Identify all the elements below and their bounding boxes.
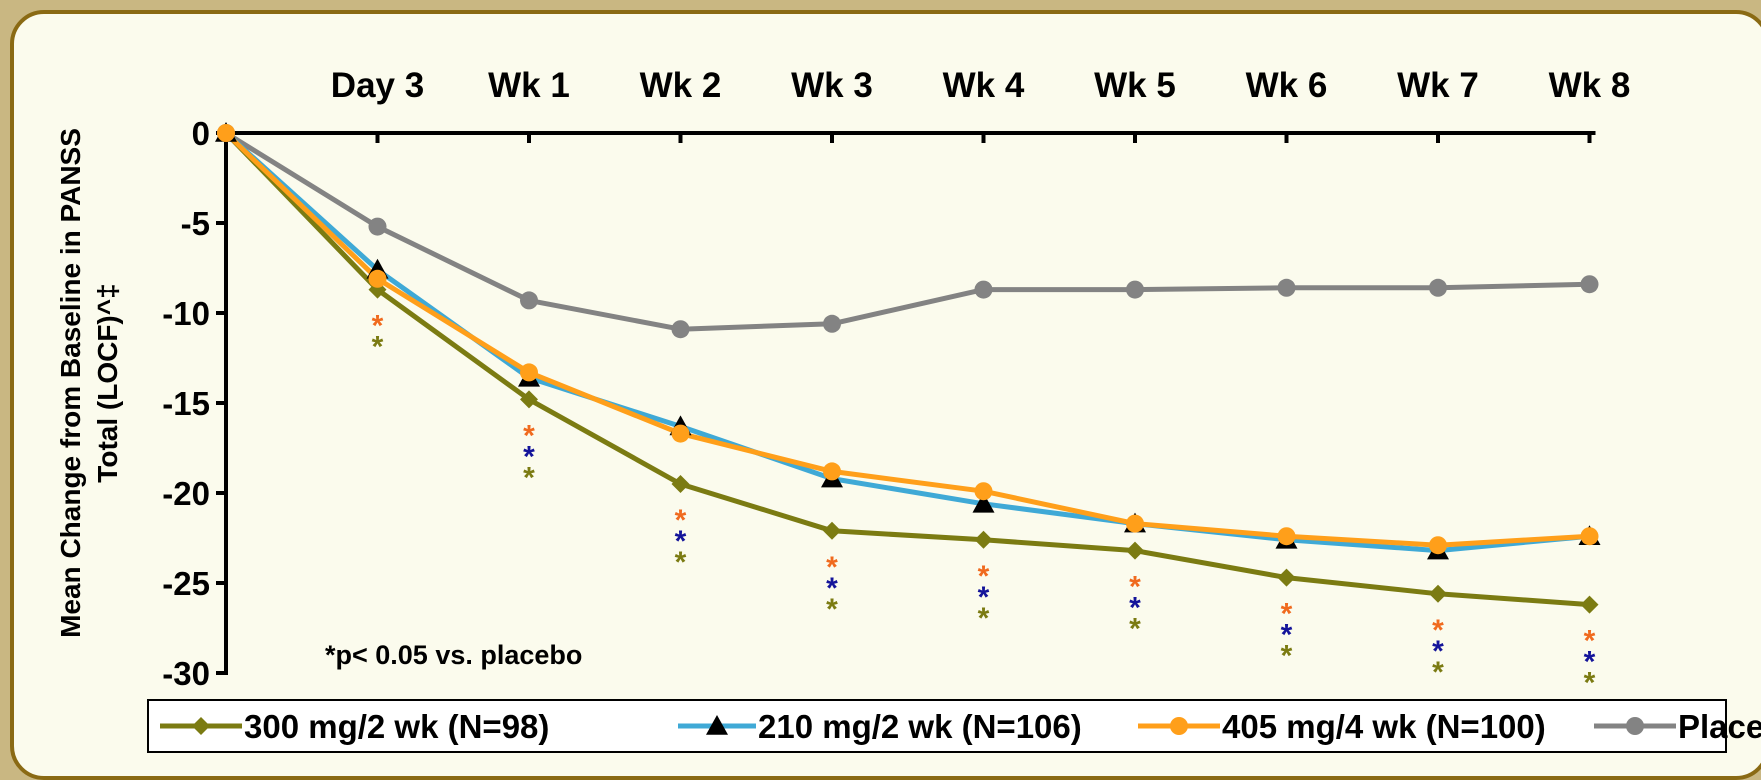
y-tick-label: 0 xyxy=(192,115,210,152)
significance-star: * xyxy=(978,581,990,614)
significance-star: * xyxy=(523,419,535,452)
x-tick-label: Wk 8 xyxy=(1549,66,1631,105)
x-tick-label: Wk 1 xyxy=(488,66,570,105)
y-tick-label: -5 xyxy=(181,205,210,242)
data-point xyxy=(1429,536,1447,555)
data-point xyxy=(974,280,993,299)
line-chart: Mean Change from Baseline in PANSS Total … xyxy=(55,66,1761,753)
data-point xyxy=(1277,568,1296,587)
x-tick-label: Wk 2 xyxy=(640,66,722,105)
legend-label: 300 mg/2 wk (N=98) xyxy=(244,708,549,745)
legend-swatch-marker xyxy=(1626,717,1644,735)
data-point xyxy=(520,390,538,409)
y-axis-label: Mean Change from Baseline in PANSS Total … xyxy=(55,128,123,638)
data-point xyxy=(1429,584,1447,603)
data-point xyxy=(1429,278,1447,297)
series-lines xyxy=(224,130,1590,608)
data-point xyxy=(1126,514,1144,533)
significance-star: * xyxy=(1129,613,1141,646)
y-tick-label: -30 xyxy=(162,655,210,692)
significance-star: * xyxy=(1281,640,1293,673)
axes xyxy=(216,131,1596,675)
data-point xyxy=(671,475,690,493)
significance-star: * xyxy=(1584,667,1596,700)
significance-star: * xyxy=(826,593,838,626)
data-point xyxy=(1126,280,1144,299)
x-tick-label: Wk 6 xyxy=(1246,66,1328,105)
data-point xyxy=(671,320,690,339)
significance-star: * xyxy=(1432,635,1444,668)
x-tick-label: Day 3 xyxy=(331,66,424,105)
series-line xyxy=(224,130,1590,332)
data-point xyxy=(1580,595,1599,614)
legend-box xyxy=(147,699,1727,753)
significance-star: * xyxy=(675,546,687,579)
chart-panel xyxy=(10,10,1761,780)
significance-star: * xyxy=(1432,656,1444,689)
y-tick-label: -10 xyxy=(162,295,210,332)
data-point xyxy=(972,492,995,513)
x-tick-label: Wk 3 xyxy=(791,66,873,105)
significance-note: *p< 0.05 vs. placebo xyxy=(325,640,582,670)
significance-star: * xyxy=(1129,592,1141,625)
data-point xyxy=(1580,527,1599,546)
x-tick-label: Wk 4 xyxy=(943,66,1025,105)
significance-star: * xyxy=(826,551,838,584)
y-axis-label-line: Mean Change from Baseline in PANSS xyxy=(55,128,86,638)
data-point xyxy=(671,424,690,443)
y-tick-labels: 0 -5 -10 -15 -20 -25 -30 xyxy=(162,115,210,692)
data-point xyxy=(520,363,538,382)
y-axis-label-line: Total (LOCF)^‡ xyxy=(92,283,123,482)
significance-star: * xyxy=(978,560,990,593)
legend-label: 210 mg/2 wk (N=106) xyxy=(758,708,1082,745)
legend: 300 mg/2 wk (N=98) 210 mg/2 wk (N=106) 405… xyxy=(147,699,1761,753)
data-point xyxy=(1277,278,1296,297)
significance-star: * xyxy=(1129,571,1141,604)
x-tick-labels: Day 3 Wk 1 Wk 2 Wk 3 Wk 4 Wk 5 Wk 6 Wk 7 Wk 8 xyxy=(331,66,1631,105)
data-point xyxy=(974,482,993,501)
series-markers xyxy=(215,122,1601,614)
y-tick-label: -15 xyxy=(162,385,210,422)
significance-star: * xyxy=(1584,625,1596,658)
legend-swatch-marker xyxy=(1170,717,1188,735)
series-line xyxy=(224,131,1590,554)
data-point xyxy=(823,462,841,481)
y-tick-label: -25 xyxy=(162,565,210,602)
significance-star: * xyxy=(372,310,384,343)
significance-star: * xyxy=(1432,614,1444,647)
x-tick-label: Wk 5 xyxy=(1094,66,1176,105)
series-line xyxy=(224,131,1590,608)
data-point xyxy=(217,124,235,142)
significance-star: * xyxy=(675,504,687,537)
significance-markers: ******** ********* ********* xyxy=(372,310,1596,700)
significance-star: * xyxy=(1281,598,1293,631)
significance-star: * xyxy=(978,602,990,635)
y-tick-label: -20 xyxy=(162,475,210,512)
data-point xyxy=(974,530,993,549)
significance-star: * xyxy=(523,440,535,473)
data-point xyxy=(1277,527,1296,546)
series-line xyxy=(224,131,1590,548)
significance-star: * xyxy=(675,525,687,558)
data-point xyxy=(1126,541,1144,560)
data-point xyxy=(368,269,387,288)
data-point xyxy=(520,291,538,310)
significance-star: * xyxy=(523,461,535,494)
significance-star: * xyxy=(1584,646,1596,679)
significance-star: * xyxy=(1281,619,1293,652)
legend-swatch-marker xyxy=(706,715,728,735)
legend-swatch-marker xyxy=(192,717,210,735)
data-point xyxy=(823,314,841,333)
significance-star: * xyxy=(826,572,838,605)
legend-label: Placebo (N=98) xyxy=(1678,708,1761,745)
legend-label: 405 mg/4 wk (N=100) xyxy=(1222,708,1546,745)
x-tick-label: Wk 7 xyxy=(1397,66,1479,105)
data-point xyxy=(368,217,387,236)
data-point xyxy=(1580,275,1599,294)
significance-star: * xyxy=(372,331,384,364)
data-point xyxy=(823,521,841,540)
